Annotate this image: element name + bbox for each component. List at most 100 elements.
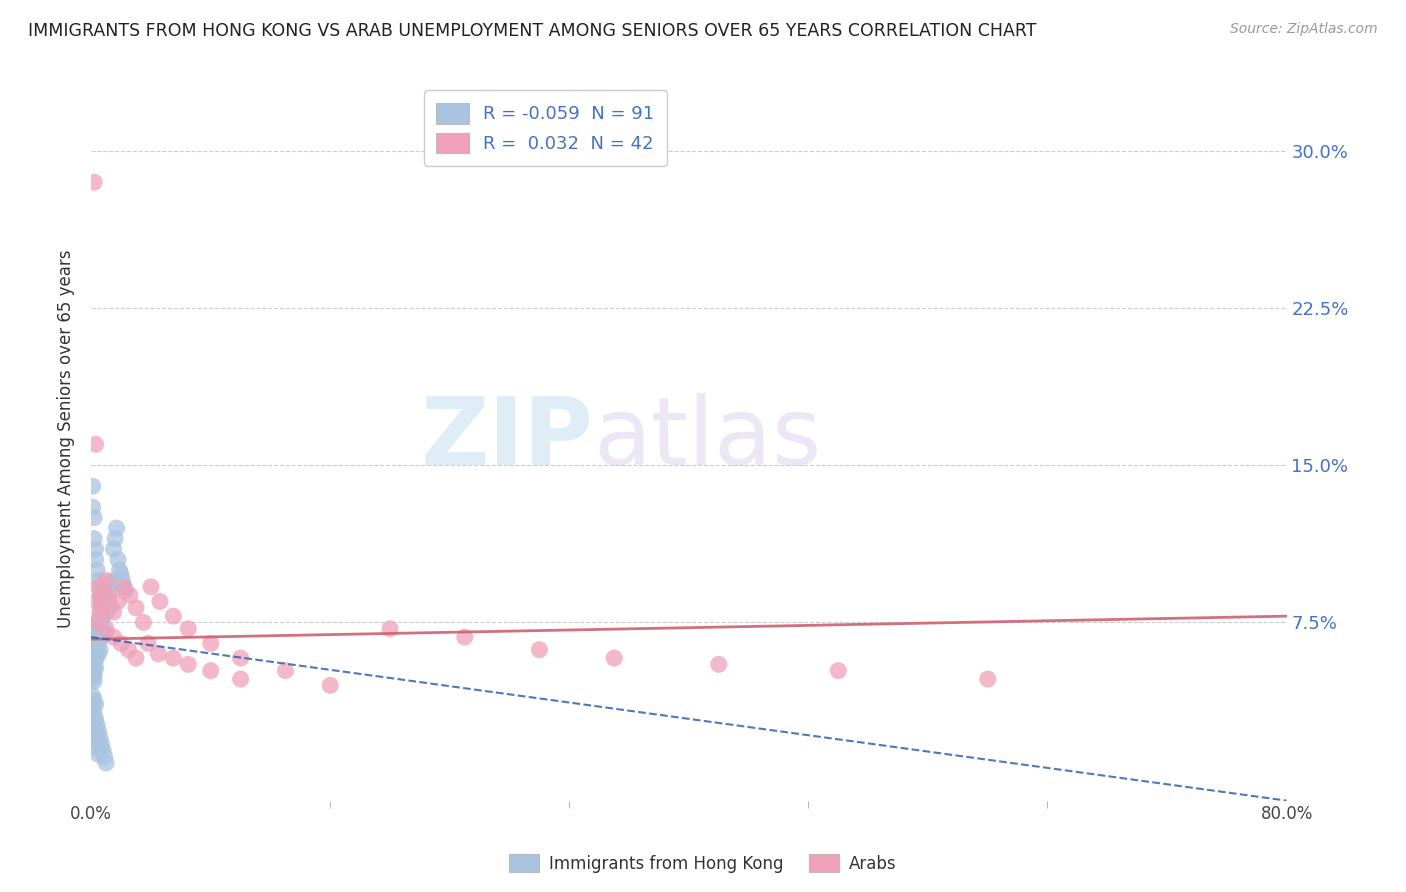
Text: atlas: atlas bbox=[593, 393, 821, 485]
Legend: Immigrants from Hong Kong, Arabs: Immigrants from Hong Kong, Arabs bbox=[503, 847, 903, 880]
Point bbox=[83, 510, 105, 524]
Point bbox=[94, 756, 117, 770]
Point bbox=[82, 651, 104, 665]
Point bbox=[200, 664, 222, 678]
Point bbox=[98, 600, 121, 615]
Point bbox=[80, 620, 103, 634]
Point bbox=[125, 651, 148, 665]
Point bbox=[139, 580, 162, 594]
Point bbox=[98, 588, 121, 602]
Point bbox=[229, 651, 252, 665]
Point bbox=[82, 664, 104, 678]
Point bbox=[84, 639, 107, 653]
Point bbox=[89, 605, 111, 619]
Point bbox=[84, 615, 107, 630]
Point bbox=[707, 657, 730, 672]
Point bbox=[82, 710, 104, 724]
Point bbox=[319, 678, 342, 692]
Point bbox=[200, 636, 222, 650]
Point bbox=[83, 693, 105, 707]
Point bbox=[91, 743, 114, 757]
Point bbox=[93, 749, 115, 764]
Point bbox=[118, 588, 141, 602]
Point bbox=[84, 697, 107, 711]
Point bbox=[110, 567, 132, 582]
Point bbox=[529, 642, 551, 657]
Point bbox=[98, 580, 121, 594]
Point bbox=[82, 672, 104, 686]
Point bbox=[93, 607, 115, 621]
Point bbox=[84, 632, 107, 647]
Point bbox=[148, 647, 170, 661]
Text: ZIP: ZIP bbox=[420, 393, 593, 485]
Point bbox=[87, 615, 110, 630]
Point bbox=[108, 563, 131, 577]
Point bbox=[89, 617, 111, 632]
Point bbox=[100, 578, 122, 592]
Point bbox=[86, 639, 108, 653]
Point bbox=[83, 648, 105, 663]
Point bbox=[89, 731, 111, 745]
Point bbox=[86, 718, 108, 732]
Point bbox=[89, 630, 111, 644]
Point bbox=[112, 580, 135, 594]
Point bbox=[84, 653, 107, 667]
Point bbox=[100, 599, 122, 613]
Point bbox=[104, 532, 127, 546]
Point bbox=[89, 588, 111, 602]
Point bbox=[84, 662, 107, 676]
Point bbox=[82, 500, 104, 515]
Point bbox=[94, 574, 117, 588]
Point bbox=[84, 647, 107, 661]
Point bbox=[107, 552, 129, 566]
Point bbox=[87, 580, 110, 594]
Point bbox=[274, 664, 297, 678]
Point bbox=[97, 582, 120, 596]
Point bbox=[177, 622, 200, 636]
Point bbox=[86, 735, 108, 749]
Point bbox=[94, 605, 117, 619]
Point bbox=[83, 714, 105, 728]
Point bbox=[84, 731, 107, 745]
Point bbox=[91, 609, 114, 624]
Point bbox=[107, 594, 129, 608]
Point bbox=[603, 651, 626, 665]
Point bbox=[378, 622, 401, 636]
Point bbox=[87, 574, 110, 588]
Point bbox=[82, 657, 104, 672]
Point bbox=[94, 626, 117, 640]
Text: IMMIGRANTS FROM HONG KONG VS ARAB UNEMPLOYMENT AMONG SENIORS OVER 65 YEARS CORRE: IMMIGRANTS FROM HONG KONG VS ARAB UNEMPL… bbox=[28, 22, 1036, 40]
Point bbox=[132, 615, 155, 630]
Point bbox=[454, 630, 477, 644]
Point bbox=[84, 542, 107, 557]
Point bbox=[83, 720, 105, 734]
Point bbox=[110, 636, 132, 650]
Point bbox=[97, 603, 120, 617]
Point bbox=[84, 552, 107, 566]
Y-axis label: Unemployment Among Seniors over 65 years: Unemployment Among Seniors over 65 years bbox=[58, 250, 75, 628]
Point bbox=[86, 594, 108, 608]
Point bbox=[977, 672, 1000, 686]
Point bbox=[91, 626, 114, 640]
Point bbox=[149, 594, 172, 608]
Point bbox=[101, 575, 124, 590]
Point bbox=[90, 594, 112, 608]
Point bbox=[82, 479, 104, 493]
Point bbox=[82, 699, 104, 714]
Point bbox=[103, 605, 125, 619]
Point bbox=[111, 574, 134, 588]
Point bbox=[90, 599, 112, 613]
Point bbox=[83, 642, 105, 657]
Point bbox=[103, 630, 125, 644]
Point bbox=[83, 674, 105, 689]
Point bbox=[94, 622, 117, 636]
Point bbox=[93, 588, 115, 602]
Point bbox=[84, 437, 107, 451]
Point bbox=[89, 584, 111, 599]
Point bbox=[82, 668, 104, 682]
Point bbox=[86, 741, 108, 756]
Text: Source: ZipAtlas.com: Source: ZipAtlas.com bbox=[1230, 22, 1378, 37]
Point bbox=[117, 642, 139, 657]
Point bbox=[177, 657, 200, 672]
Point bbox=[87, 636, 110, 650]
